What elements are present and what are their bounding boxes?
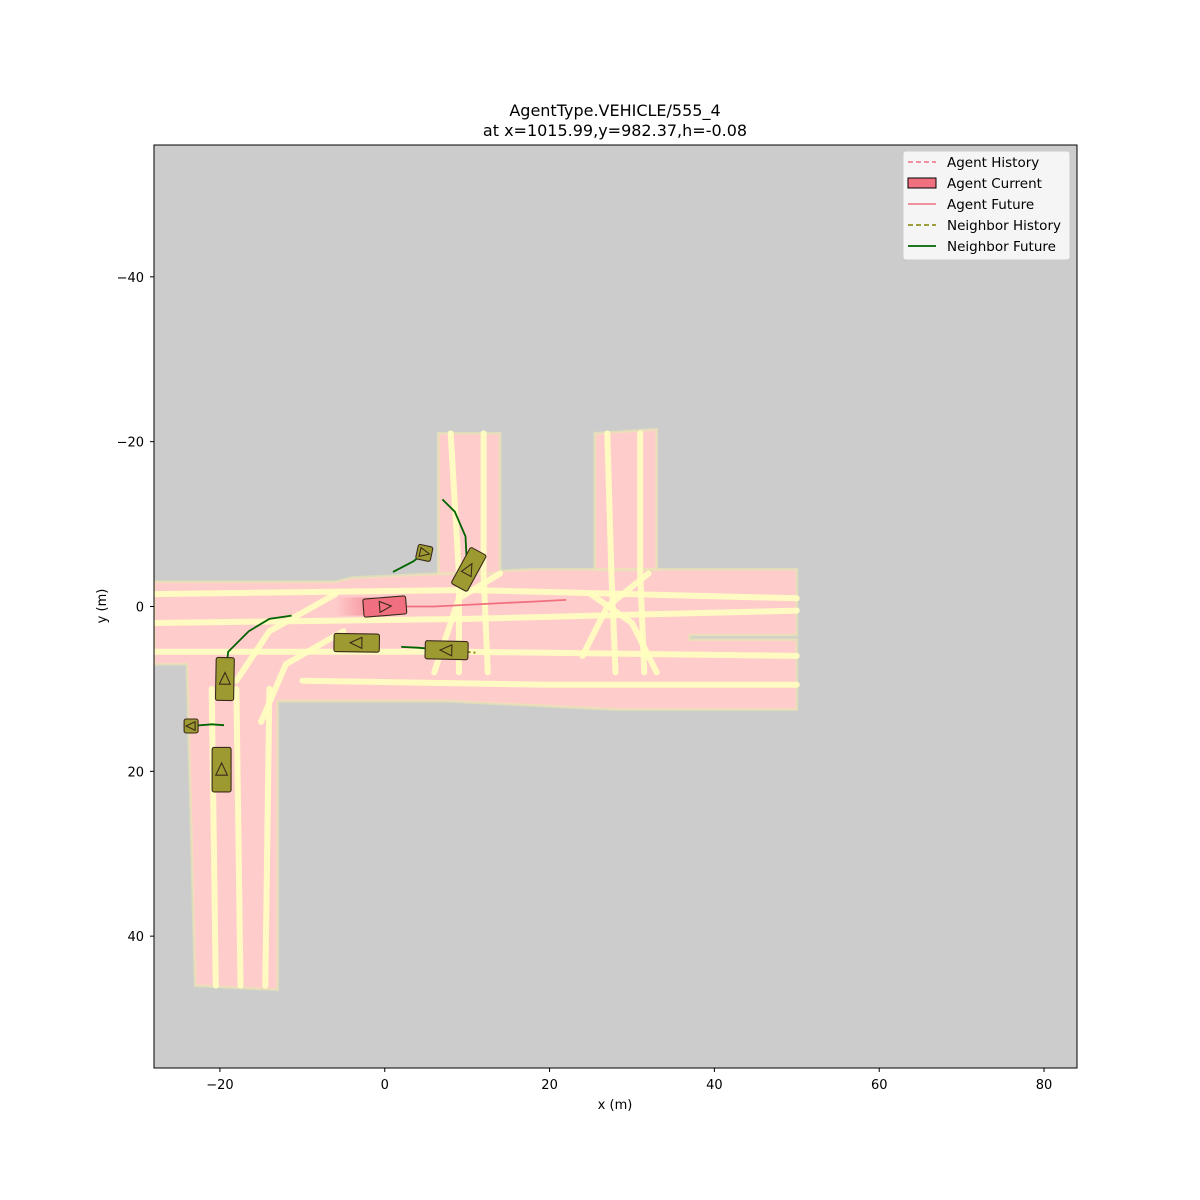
x-axis-label: x (m) [598,1098,633,1113]
lane-line-8 [480,430,491,676]
legend-agent-current-label: Agent Current [947,176,1042,192]
y-tick-label-3: 20 [127,765,144,780]
neighbor-box-3-body [424,640,469,661]
y-tick-label-0: −40 [117,271,144,286]
lane-line-12 [258,628,347,725]
legend-agent-future-label: Agent Future [947,197,1034,213]
neighbor-box-6-body [211,746,232,793]
neighbor-box-4-body [214,656,235,702]
y-tick-label-1: −20 [117,436,144,451]
neighbor-box-1-body [415,543,434,562]
x-tick-label-0: −20 [206,1078,233,1093]
lane-line-3 [299,677,800,688]
agent-current-box-body [362,595,408,618]
agent-current-box-heading-marker [378,600,393,614]
neighbor-box-5 [183,718,199,734]
neighbor-box-2 [333,632,381,653]
neighbor-box-6-heading-marker [214,761,229,776]
neighbor-box-3-heading-marker [438,643,453,657]
x-tick-label-3: 40 [706,1078,723,1093]
lane-line-4 [208,685,219,989]
legend-neighbor-future-label: Neighbor Future [947,239,1056,255]
agent-layer [183,543,487,793]
legend-agent-history-label: Agent History [947,155,1039,171]
x-tick-label-5: 80 [1036,1078,1053,1093]
road-region-2 [593,427,659,571]
lane-line-9 [604,430,619,676]
agent-current-box [362,595,408,618]
road-region-0 [154,567,799,992]
legend: Agent History Agent Current Agent Future… [902,150,1071,261]
x-tick-label-1: 0 [381,1078,389,1093]
y-axis-label: y (m) [95,589,110,624]
legend-box [902,150,1071,261]
legend-agent-current-patch [907,177,937,189]
neighbor-box-2-heading-marker [348,636,363,650]
neighbor-box-0-body [451,547,487,592]
legend-neighbor-history-label: Neighbor History [947,218,1061,234]
lane-line-1 [154,607,800,626]
lane-line-6 [262,685,273,989]
neighbor-box-4 [214,656,235,702]
neighbor-box-0 [451,547,487,592]
x-tick-label-4: 60 [871,1078,888,1093]
neighbor-box-6 [211,746,232,793]
chart-title-line1: AgentType.VEHICLE/555_4 [509,101,720,121]
lane-line-11 [233,591,339,684]
chart-title-line2: at x=1015.99,y=982.37,h=-0.08 [483,121,747,140]
neighbor-box-2-body [333,632,381,653]
y-tick-label-4: 40 [127,930,144,945]
agent-future-line [384,599,567,608]
y-tick-label-2: 0 [136,601,144,616]
neighbor-box-1-heading-marker [418,546,431,558]
x-tick-label-2: 20 [541,1078,558,1093]
lane-line-15 [587,591,660,676]
axis-ticks: −20 0 20 40 60 80 −40 −20 0 20 40 [117,271,1053,1093]
neighbor-future-0 [441,498,469,570]
neighbor-box-1 [415,543,434,562]
neighbor-box-0-heading-marker [460,562,473,578]
lane-line-5 [233,685,244,989]
neighbor-box-5-heading-marker [184,720,196,732]
neighbor-box-3 [424,640,469,661]
neighbor-box-4-heading-marker [218,671,232,685]
